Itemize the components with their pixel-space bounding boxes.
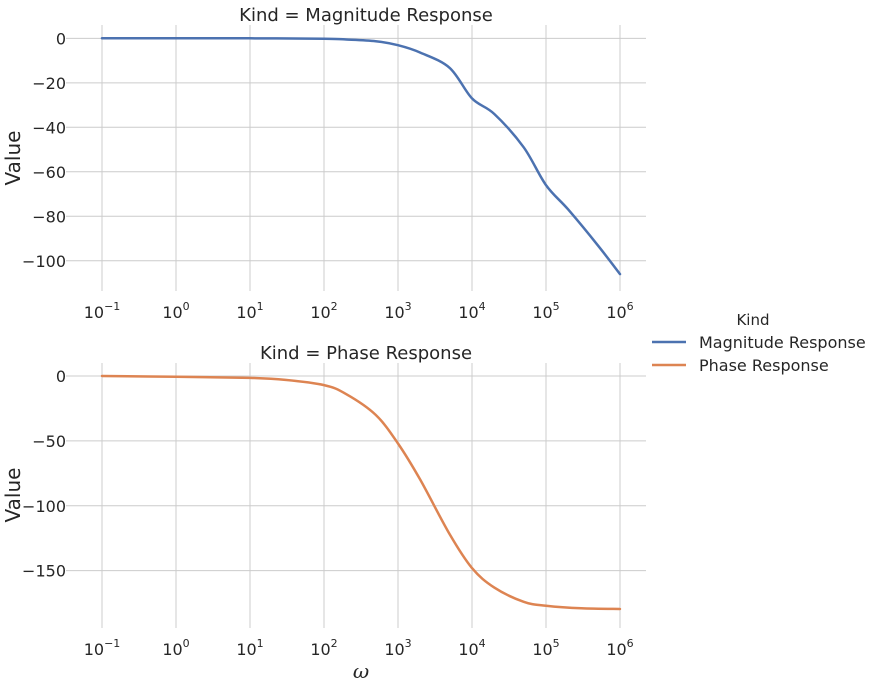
x-tick-label: 104 — [458, 300, 485, 322]
x-tick-label: 106 — [606, 637, 633, 659]
x-tick-label: 100 — [162, 300, 189, 322]
x-tick-label: 106 — [606, 300, 633, 322]
x-tick-label: 10−1 — [84, 300, 121, 322]
x-tick-label: 10−1 — [84, 637, 121, 659]
panel-title: Kind = Magnitude Response — [239, 5, 493, 26]
series-line — [100, 37, 622, 276]
series-line — [100, 374, 622, 611]
x-axis-label: ω — [353, 659, 369, 683]
y-tick-label: −50 — [32, 432, 66, 451]
y-tick-label: −100 — [22, 497, 66, 516]
x-tick-label: 102 — [310, 637, 337, 659]
y-tick-label: −150 — [22, 562, 66, 581]
legend-label: Phase Response — [699, 356, 829, 375]
x-tick-label: 101 — [236, 300, 263, 322]
x-tick-label: 105 — [532, 637, 559, 659]
y-tick-label: −40 — [32, 118, 66, 137]
panel-title: Kind = Phase Response — [260, 343, 472, 364]
x-tick-label: 103 — [384, 637, 411, 659]
legend: Kind Magnitude Response Phase Response — [652, 311, 866, 375]
y-axis-label: Value — [1, 468, 25, 523]
y-axis-label: Value — [1, 131, 25, 186]
y-tick-label: 0 — [56, 367, 66, 386]
legend-title: Kind — [736, 311, 769, 329]
x-tick-label: 103 — [384, 300, 411, 322]
x-tick-label: 102 — [310, 300, 337, 322]
x-tick-label: 105 — [532, 300, 559, 322]
y-tick-label: −100 — [22, 252, 66, 271]
x-tick-label: 101 — [236, 637, 263, 659]
y-tick-label: −60 — [32, 163, 66, 182]
x-tick-label: 100 — [162, 637, 189, 659]
y-tick-label: −20 — [32, 74, 66, 93]
y-tick-label: −80 — [32, 207, 66, 226]
magnitude-panel: Kind = Magnitude Response Value 0 −20 −40 −60… — [1, 5, 646, 322]
phase-panel: Kind = Phase Response Value 0 −50 −100 −150 10… — [1, 343, 646, 683]
y-tick-label: 0 — [56, 29, 66, 48]
x-tick-label: 104 — [458, 637, 485, 659]
legend-label: Magnitude Response — [699, 333, 866, 352]
